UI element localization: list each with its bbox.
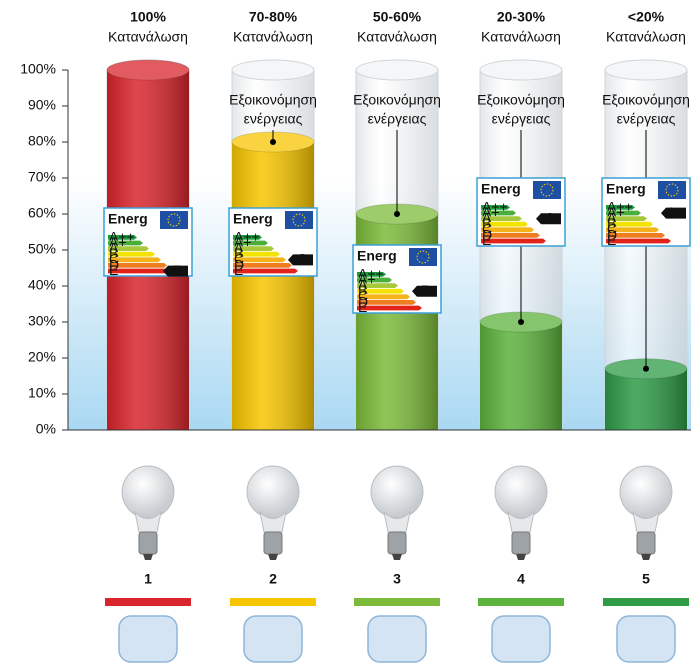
saving-label: Εξοικονόμηση (229, 92, 317, 108)
saving-label: ενέργειας (617, 111, 676, 127)
saving-label: Εξοικονόμηση (602, 92, 690, 108)
leader-dot (643, 366, 649, 372)
class-name: E (607, 232, 616, 248)
consumption-value: 100% (130, 9, 166, 25)
y-tick-label: 0% (36, 421, 56, 437)
rating: B (421, 282, 431, 298)
saving-label: Εξοικονόμηση (477, 92, 565, 108)
y-tick-label: 10% (28, 385, 56, 401)
saving-label: ενέργειας (492, 111, 551, 127)
chart: 0% 10% 20% 30% 40% 50% 60% 70% 80% 90% 100% 100% Κατ… (0, 0, 691, 669)
bar-top-shade (107, 60, 189, 80)
color-strip (354, 598, 440, 606)
tube-top (605, 60, 687, 80)
eu-flag (533, 181, 561, 199)
y-tick-label: 40% (28, 277, 56, 293)
bulb-glass (495, 466, 547, 518)
checkbox (119, 616, 177, 662)
y-tick-label: 60% (28, 205, 56, 221)
checkbox (244, 616, 302, 662)
color-strip (230, 598, 316, 606)
eu-flag (285, 211, 313, 229)
saving-label: ενέργειας (368, 111, 427, 127)
lamp-number: 4 (517, 571, 525, 587)
class-name: E (234, 262, 243, 278)
energy-title: Energ (606, 181, 646, 197)
energy-title: Energ (108, 211, 148, 227)
energy-title: Energ (357, 248, 397, 264)
checkbox (368, 616, 426, 662)
leader-dot (518, 319, 524, 325)
bulb-base (388, 532, 406, 554)
consumption-value: 70-80% (249, 9, 298, 25)
rating: C (297, 251, 307, 267)
rating: A+ (666, 204, 684, 220)
bulb-tip (641, 554, 651, 560)
y-tick-label: 90% (28, 97, 56, 113)
eu-flag (658, 181, 686, 199)
rating: E (172, 262, 181, 278)
y-tick-label: 20% (28, 349, 56, 365)
bulb-base (139, 532, 157, 554)
y-tick-label: 100% (20, 61, 56, 77)
bulb-glass (620, 466, 672, 518)
consumption-value: 20-30% (497, 9, 546, 25)
y-tick-label: 30% (28, 313, 56, 329)
saving-label: Εξοικονόμηση (353, 92, 441, 108)
leader-dot (394, 211, 400, 217)
bulb-base (264, 532, 282, 554)
lamp-number: 3 (393, 571, 401, 587)
tube-top (480, 60, 562, 80)
y-tick-label: 50% (28, 241, 56, 257)
checkbox (492, 616, 550, 662)
energy-title: Energ (481, 181, 521, 197)
eu-flag (160, 211, 188, 229)
leader-dot (270, 139, 276, 145)
bulb-tip (516, 554, 526, 560)
class-name: E (358, 299, 367, 315)
class-name: E (109, 262, 118, 278)
lamp-number: 2 (269, 571, 277, 587)
y-tick-label: 80% (28, 133, 56, 149)
color-strip (105, 598, 191, 606)
consumption-label: Κατανάλωση (481, 29, 561, 45)
eu-flag (409, 248, 437, 266)
class-name: E (482, 232, 491, 248)
lamp-number: 5 (642, 571, 650, 587)
color-strip (478, 598, 564, 606)
bulb-tip (143, 554, 153, 560)
bulb-glass (247, 466, 299, 518)
bar-shade (232, 142, 314, 430)
consumption-value: <20% (628, 9, 665, 25)
bulb-base (512, 532, 530, 554)
bulb-glass (371, 466, 423, 518)
rating: A (545, 210, 555, 226)
y-tick-label: 70% (28, 169, 56, 185)
bulb-base (637, 532, 655, 554)
consumption-label: Κατανάλωση (233, 29, 313, 45)
color-strip (603, 598, 689, 606)
tube-top (232, 60, 314, 80)
bulb-glass (122, 466, 174, 518)
bar-shade (480, 322, 562, 430)
consumption-value: 50-60% (373, 9, 422, 25)
checkbox (617, 616, 675, 662)
bulb-tip (392, 554, 402, 560)
saving-label: ενέργειας (244, 111, 303, 127)
lamp-number: 1 (144, 571, 152, 587)
consumption-label: Κατανάλωση (357, 29, 437, 45)
bulb-tip (268, 554, 278, 560)
consumption-label: Κατανάλωση (108, 29, 188, 45)
tube-top (356, 60, 438, 80)
energy-title: Energ (233, 211, 273, 227)
consumption-label: Κατανάλωση (606, 29, 686, 45)
